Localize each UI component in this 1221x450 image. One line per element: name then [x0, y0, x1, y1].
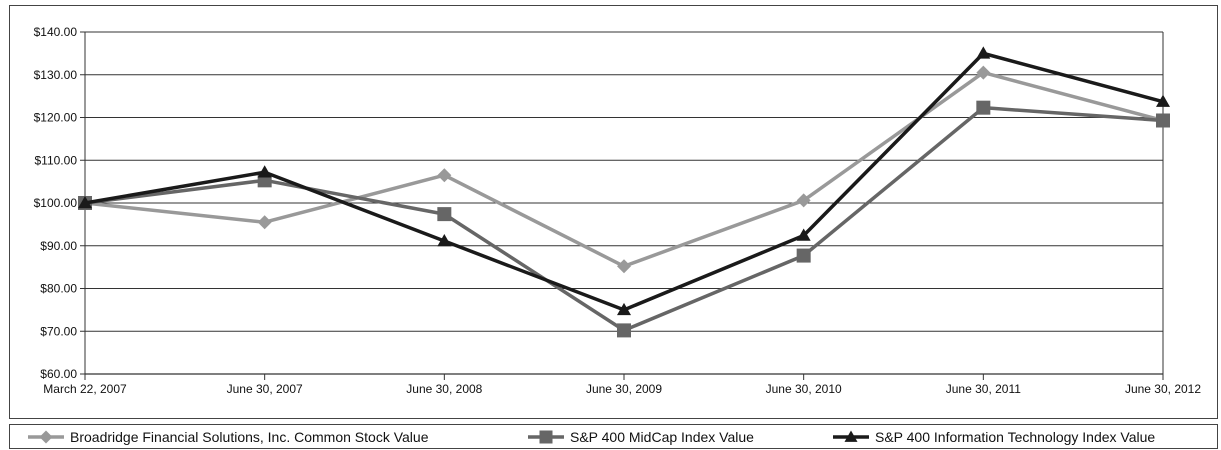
series-diamond: [78, 65, 1170, 274]
diamond-marker: [257, 215, 272, 230]
x-tick-label: March 22, 2007: [43, 382, 127, 396]
legend: Broadridge Financial Solutions, Inc. Com…: [9, 424, 1218, 449]
x-tick-label: June 30, 2007: [227, 382, 303, 396]
grid-lines: [85, 31, 1163, 375]
legend-item: S&P 400 Information Technology Index Val…: [833, 429, 1155, 445]
diamond-marker: [796, 193, 811, 208]
triangle-marker: [78, 196, 92, 209]
y-tick-label: $80.00: [40, 282, 77, 296]
triangle-marker: [796, 228, 811, 241]
square-marker: [976, 100, 991, 115]
x-tick-label: June 30, 2009: [586, 382, 662, 396]
x-tick-label: June 30, 2011: [946, 382, 1022, 396]
x-tick-label: June 30, 2010: [766, 382, 842, 396]
square-marker: [617, 323, 631, 338]
y-tick-label: $60.00: [40, 367, 77, 381]
y-tick-label: $140.00: [34, 25, 78, 39]
series-square: [78, 100, 1170, 338]
legend-label: Broadridge Financial Solutions, Inc. Com…: [70, 429, 429, 445]
legend-label: S&P 400 Information Technology Index Val…: [875, 429, 1155, 445]
series-group: [78, 46, 1170, 338]
y-tick-label: $130.00: [34, 68, 78, 82]
y-tick-label: $120.00: [34, 111, 78, 125]
y-tick-label: $70.00: [40, 324, 77, 338]
triangle-marker: [844, 430, 858, 442]
x-axis-ticks: March 22, 2007 June 30, 2007 June 30, 2008…: [43, 374, 1201, 396]
legend-label: S&P 400 MidCap Index Value: [570, 429, 754, 445]
x-tick-label: June 30, 2008: [406, 382, 482, 396]
triangle-marker: [257, 165, 272, 178]
y-axis-ticks: $60.00 $70.00 $80.00 $90.00 $100.00 $110.00 $1…: [34, 25, 85, 381]
legend-item: Broadridge Financial Solutions, Inc. Com…: [28, 429, 429, 445]
series-line: [84, 70, 1164, 269]
x-tick-label: June 30, 2012: [1125, 382, 1201, 396]
diamond-marker: [976, 65, 991, 80]
square-marker: [437, 207, 452, 222]
outer-frame: [9, 5, 1218, 419]
triangle-marker: [617, 302, 631, 316]
legend-item: S&P 400 MidCap Index Value: [528, 429, 754, 445]
triangle-marker: [437, 234, 452, 247]
diamond-marker: [39, 430, 53, 444]
y-tick-label: $110.00: [35, 153, 78, 167]
square-marker: [539, 430, 553, 444]
triangle-marker: [1156, 94, 1170, 107]
square-marker: [1156, 113, 1170, 128]
legend-box: [9, 424, 1218, 449]
series-triangle: [78, 46, 1170, 316]
y-tick-label: $100.00: [34, 196, 78, 210]
diamond-marker: [437, 168, 452, 183]
y-tick-label: $90.00: [40, 239, 77, 253]
square-marker: [796, 248, 811, 263]
diamond-marker: [617, 259, 631, 274]
triangle-marker: [976, 46, 991, 59]
